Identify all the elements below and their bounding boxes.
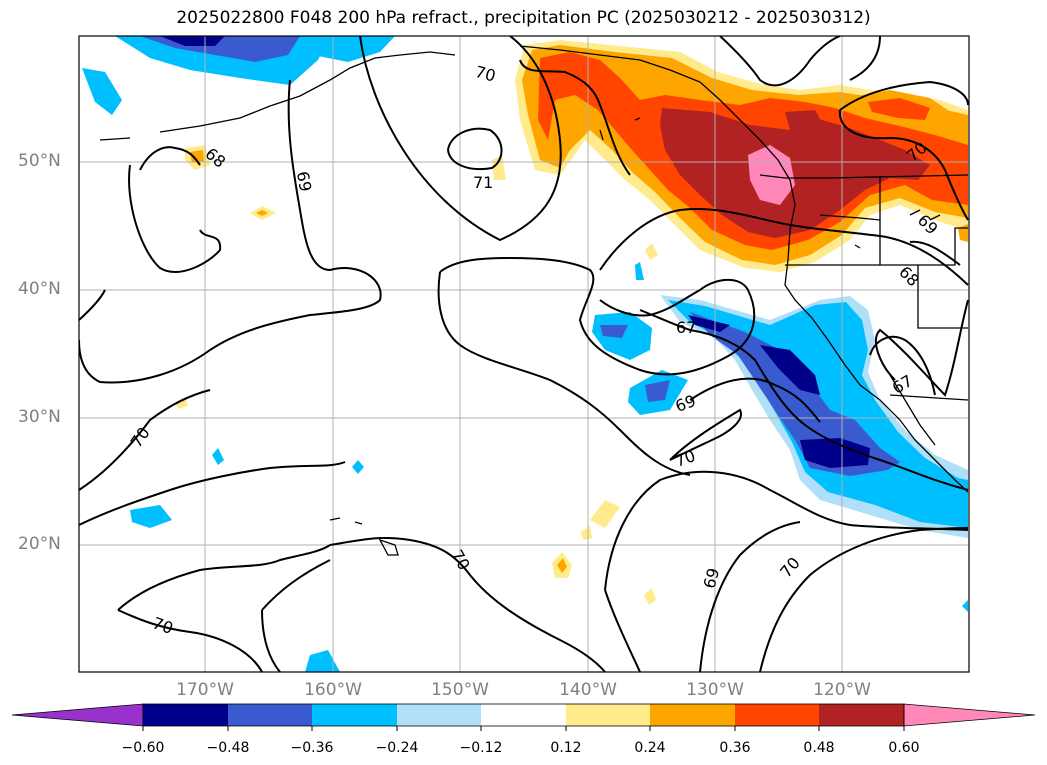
latitude-label: 50°N <box>18 151 61 171</box>
longitude-label: 140°W <box>559 680 617 700</box>
map-gridlines <box>79 36 969 672</box>
colorbar-tick-label: 0.48 <box>803 740 835 756</box>
latitude-label: 40°N <box>18 279 61 299</box>
refractivity-contours <box>79 36 969 672</box>
map-area: 70 71 68 69 67 69 70 68 67 70 69 70 70 7… <box>79 0 969 672</box>
colorbar-segment <box>819 704 904 726</box>
colorbar-tick-label: −0.36 <box>290 740 334 756</box>
colorbar-segment <box>650 704 735 726</box>
colorbar-tick-label: 0.36 <box>719 740 751 756</box>
colorbar-extend-low <box>11 703 144 727</box>
colorbar-segment <box>481 704 566 726</box>
colorbar-tick-label: 0.12 <box>550 740 582 756</box>
map-title: 2025022800 F048 200 hPa refract., precip… <box>176 8 871 28</box>
colorbar-extend-high <box>903 703 1036 727</box>
colorbar-segment <box>735 704 819 726</box>
contour-label: 69 <box>293 170 315 193</box>
contour-label: 70 <box>473 62 498 86</box>
latitude-label: 30°N <box>18 407 61 427</box>
latitude-label: 20°N <box>18 534 61 554</box>
colorbar-segment <box>143 704 228 726</box>
colorbar-tick-label: −0.12 <box>459 740 503 756</box>
negative-anomaly-shading <box>82 36 968 672</box>
colorbar-tick-label: 0.24 <box>634 740 666 756</box>
longitude-label: 150°W <box>431 680 489 700</box>
map-frame <box>78 35 970 673</box>
contour-label: 69 <box>700 566 724 591</box>
colorbar-tick-label: −0.48 <box>206 740 250 756</box>
colorbar <box>11 703 1036 731</box>
colorbar-tick-label: −0.24 <box>375 740 419 756</box>
contour-label: 70 <box>720 0 740 14</box>
colorbar-segment <box>397 704 481 726</box>
longitude-label: 120°W <box>813 680 871 700</box>
colorbar-tick-label: −0.60 <box>121 740 165 756</box>
longitude-label: 130°W <box>686 680 744 700</box>
longitude-label: 170°W <box>176 680 234 700</box>
contour-label: 67 <box>676 318 696 337</box>
colorbar-segment <box>566 704 650 726</box>
longitude-label: 160°W <box>304 680 362 700</box>
colorbar-tick-label: 0.60 <box>888 740 920 756</box>
colorbar-segment <box>228 704 312 726</box>
contour-label: 71 <box>473 173 493 192</box>
colorbar-segment <box>312 704 397 726</box>
